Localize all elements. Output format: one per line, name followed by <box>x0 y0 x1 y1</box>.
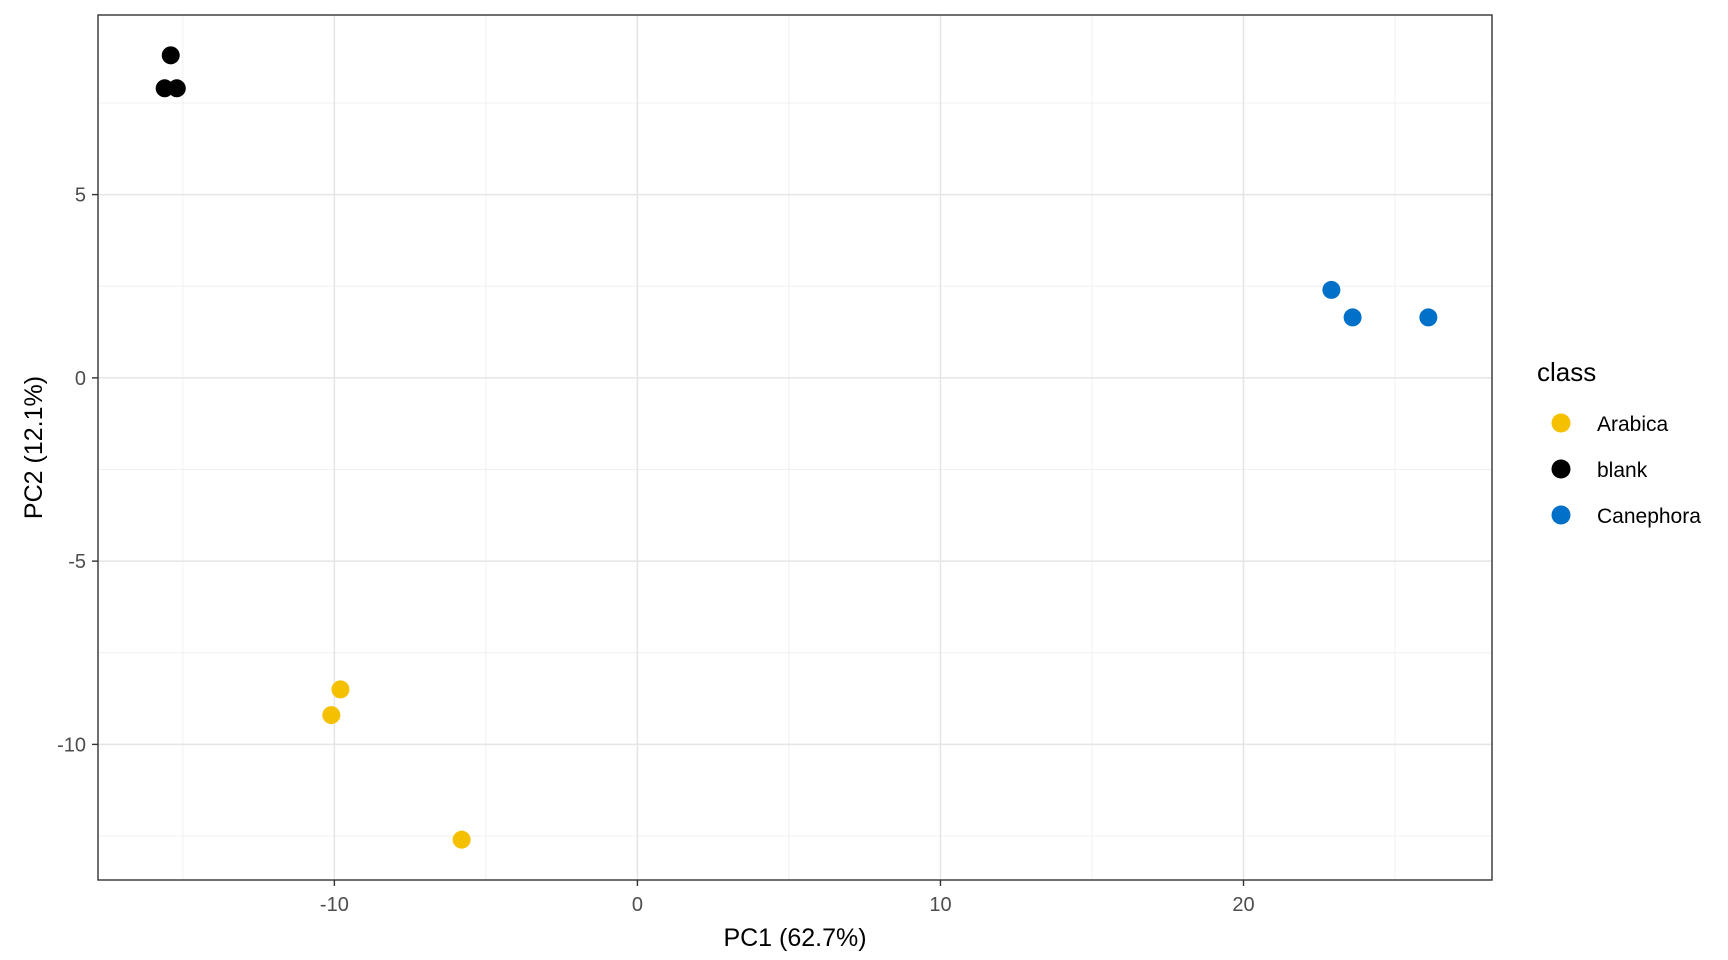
legend-key-canephora <box>1551 505 1571 525</box>
plot-panel-border <box>97 14 1493 881</box>
major-gridlines <box>98 15 1492 880</box>
data-point-arabica <box>452 830 471 849</box>
x-tick-label: -10 <box>320 894 349 916</box>
legend-label-blank: blank <box>1597 459 1648 482</box>
legend-label-arabica: Arabica <box>1597 413 1669 436</box>
data-point-canephora <box>1322 280 1341 299</box>
legend-items: Arabica blank Canephora <box>1551 413 1701 528</box>
legend-key-blank <box>1551 459 1571 479</box>
data-points <box>155 46 1438 849</box>
data-point-canephora <box>1419 308 1438 327</box>
x-tick-label: 20 <box>1232 894 1254 916</box>
x-tick-label: 10 <box>929 894 951 916</box>
y-tick-label: 5 <box>75 185 86 207</box>
minor-gridlines <box>98 15 1492 880</box>
y-tick-label: -10 <box>57 734 86 756</box>
legend-title: class <box>1537 357 1596 387</box>
x-axis-title: PC1 (62.7%) <box>723 924 866 952</box>
y-axis-title: PC2 (12.1%) <box>20 376 48 519</box>
y-tick-label: 0 <box>75 368 86 390</box>
legend-key-arabica <box>1551 413 1571 433</box>
legend: class Arabica blank Canephora <box>1537 357 1701 528</box>
legend-label-canephora: Canephora <box>1597 505 1701 528</box>
axis-tick-labels: -10 0 10 20 -10 -5 0 5 <box>57 185 1255 916</box>
data-point-blank <box>161 46 180 65</box>
data-point-arabica <box>331 680 350 699</box>
data-point-arabica <box>322 706 341 725</box>
y-tick-label: -5 <box>68 551 86 573</box>
data-point-canephora <box>1343 308 1362 327</box>
axis-ticks <box>92 193 1245 886</box>
x-tick-label: 0 <box>632 894 643 916</box>
data-point-blank <box>167 79 186 98</box>
